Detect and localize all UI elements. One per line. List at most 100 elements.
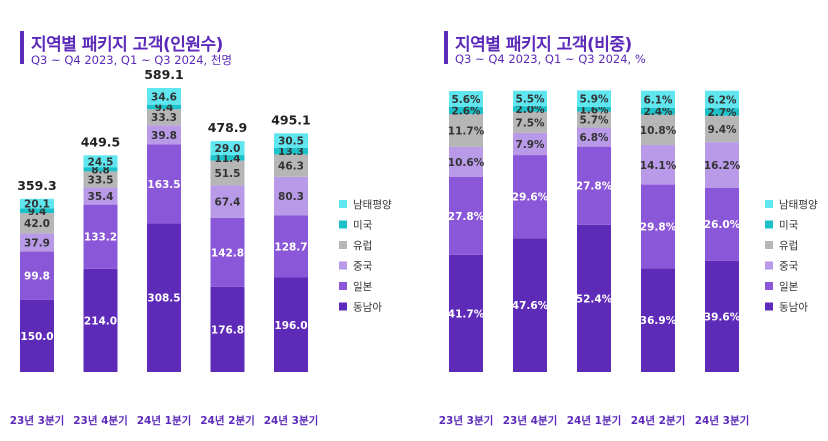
- bar-segment: [210, 286, 245, 372]
- legend-label: 미국: [779, 220, 799, 232]
- legend-swatch: [339, 220, 347, 229]
- data-label: 29.0: [215, 143, 241, 155]
- data-label: 6.8%: [579, 132, 609, 144]
- legend-swatch: [339, 261, 347, 270]
- bar-segment: [83, 171, 118, 188]
- bar-segment: [83, 155, 118, 168]
- data-label: 67.4: [215, 197, 241, 209]
- data-label: 20.1: [24, 199, 50, 211]
- bar-segment: [577, 107, 611, 112]
- bar-segment: [20, 198, 54, 209]
- legend-label: 동남아: [353, 302, 382, 314]
- legend-swatch: [765, 200, 773, 208]
- data-label: 10.6%: [448, 157, 485, 169]
- bar-segment: [449, 176, 483, 255]
- category-label: 24년 2분기: [200, 414, 255, 427]
- bar-segment: [641, 144, 675, 185]
- bar-segment: [274, 215, 308, 278]
- data-label: 150.0: [20, 331, 53, 343]
- bar-segment: [577, 90, 611, 108]
- data-label: 1.6%: [579, 104, 609, 116]
- bar-segment: [83, 167, 118, 172]
- legend-swatch: [765, 282, 773, 290]
- data-label: 39.8: [151, 130, 177, 142]
- data-label: 11.7%: [448, 125, 485, 137]
- legend-swatch: [339, 200, 347, 208]
- chart-subtitle: Q3 ~ Q4 2023, Q1 ~ Q3 2024, 천명: [31, 53, 232, 67]
- data-label: 24.5: [88, 156, 114, 168]
- legend-swatch: [339, 282, 347, 290]
- bar-segment: [274, 133, 308, 149]
- bar-segment: [577, 111, 611, 128]
- data-label: 5.9%: [579, 94, 609, 106]
- total-label: 495.1: [271, 112, 311, 127]
- chart-title: 지역별 패키지 고객(인원수): [31, 35, 223, 55]
- data-label: 27.8%: [576, 181, 613, 193]
- bar-segment: [147, 104, 181, 110]
- legend-label: 남태평양: [779, 199, 818, 211]
- data-label: 133.2: [84, 232, 117, 244]
- data-label: 29.8%: [640, 221, 677, 233]
- data-label: 52.4%: [576, 293, 613, 305]
- bar-segment: [20, 233, 54, 252]
- category-label: 24년 3분기: [695, 414, 750, 427]
- bar-segment: [83, 204, 118, 269]
- data-label: 196.0: [274, 320, 307, 332]
- data-label: 2.4%: [643, 106, 673, 118]
- total-label: 449.5: [81, 134, 121, 149]
- data-label: 30.5: [278, 136, 304, 148]
- data-label: 41.7%: [448, 308, 485, 320]
- data-label: 5.6%: [451, 94, 481, 106]
- legend-label: 유럽: [353, 239, 372, 252]
- bar-segment: [449, 254, 483, 372]
- category-label: 23년 3분기: [439, 414, 494, 427]
- bar-segment: [147, 125, 181, 145]
- bar-segment: [513, 106, 547, 112]
- bar-segment: [513, 238, 547, 372]
- legend-label: 중국: [779, 261, 799, 273]
- chart-panel-share: 지역별 패키지 고객(비중) Q3 ~ Q4 2023, Q1 ~ Q3 202…: [414, 0, 828, 441]
- category-label: 24년 2분기: [631, 414, 686, 427]
- data-label: 5.5%: [515, 93, 545, 105]
- bar-segment: [641, 184, 675, 269]
- bar-segment: [577, 224, 611, 372]
- data-label: 37.9: [24, 237, 50, 249]
- data-label: 36.9%: [640, 315, 677, 327]
- data-label: 176.8: [211, 324, 244, 336]
- bar-segment: [705, 108, 739, 116]
- bar-segment: [641, 107, 675, 115]
- data-label: 99.8: [24, 271, 50, 283]
- bar-segment: [705, 187, 739, 261]
- bar-segment: [20, 208, 54, 214]
- title-accent-bar: [20, 31, 24, 64]
- bar-segment: [577, 146, 611, 225]
- total-label: 359.3: [17, 178, 57, 193]
- title-accent-bar: [444, 31, 448, 64]
- legend-label: 동남아: [779, 302, 808, 314]
- legend-label: 남태평양: [353, 199, 392, 211]
- data-label: 14.1%: [640, 160, 677, 172]
- legend-swatch: [339, 302, 347, 311]
- data-label: 47.6%: [512, 300, 549, 312]
- bar-segment: [20, 251, 54, 300]
- chart-title: 지역별 패키지 고객(비중): [455, 35, 632, 55]
- bar-segment: [210, 141, 245, 156]
- data-label: 33.3: [151, 112, 177, 124]
- bar-segment: [705, 115, 739, 143]
- bar-segment: [705, 90, 739, 109]
- bar-segment: [210, 217, 245, 287]
- bar-segment: [513, 132, 547, 156]
- bar-segment: [641, 90, 675, 108]
- data-label: 7.5%: [515, 117, 545, 129]
- data-label: 13.3: [278, 146, 304, 158]
- bar-segment: [210, 160, 245, 186]
- data-label: 10.8%: [640, 125, 677, 137]
- chart-subtitle: Q3 ~ Q4 2023, Q1 ~ Q3 2024, %: [455, 52, 646, 66]
- data-label: 9.4: [155, 102, 174, 114]
- data-label: 46.3: [278, 161, 304, 173]
- data-label: 5.7%: [579, 115, 609, 127]
- data-label: 2.0%: [515, 104, 545, 116]
- data-label: 308.5: [147, 293, 180, 305]
- data-label: 42.0: [24, 218, 50, 230]
- bar-segment: [274, 277, 308, 372]
